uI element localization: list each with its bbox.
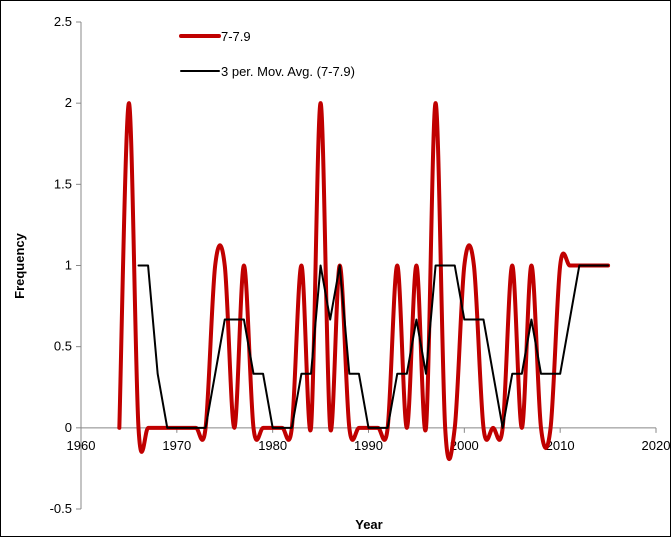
- x-tick-label: 1960: [67, 438, 96, 453]
- legend-label-2: 3 per. Mov. Avg. (7-7.9): [221, 64, 355, 79]
- y-tick-label: 0: [65, 420, 72, 435]
- y-tick-label: 1.5: [54, 176, 72, 191]
- legend: 7-7.9 3 per. Mov. Avg. (7-7.9): [179, 29, 355, 79]
- y-tick-label: -0.5: [50, 501, 72, 516]
- y-axis-title: Frequency: [12, 232, 27, 299]
- y-tick-label: 0.5: [54, 339, 72, 354]
- series-line-1: [117, 101, 611, 461]
- legend-label-1: 7-7.9: [221, 29, 251, 44]
- x-tick-label: 1990: [354, 438, 383, 453]
- x-tick-label: 2020: [642, 438, 670, 453]
- x-tick-label: 1980: [258, 438, 287, 453]
- x-axis-title: Year: [355, 517, 382, 532]
- y-tick-label: 1: [65, 258, 72, 273]
- y-tick-label: 2.5: [54, 14, 72, 29]
- x-tick-label: 2000: [450, 438, 479, 453]
- y-tick-label: 2: [65, 95, 72, 110]
- series-layer: [117, 101, 611, 461]
- x-tick-label: 2010: [546, 438, 575, 453]
- x-tick-label: 1970: [162, 438, 191, 453]
- series-line-2: [137, 264, 610, 429]
